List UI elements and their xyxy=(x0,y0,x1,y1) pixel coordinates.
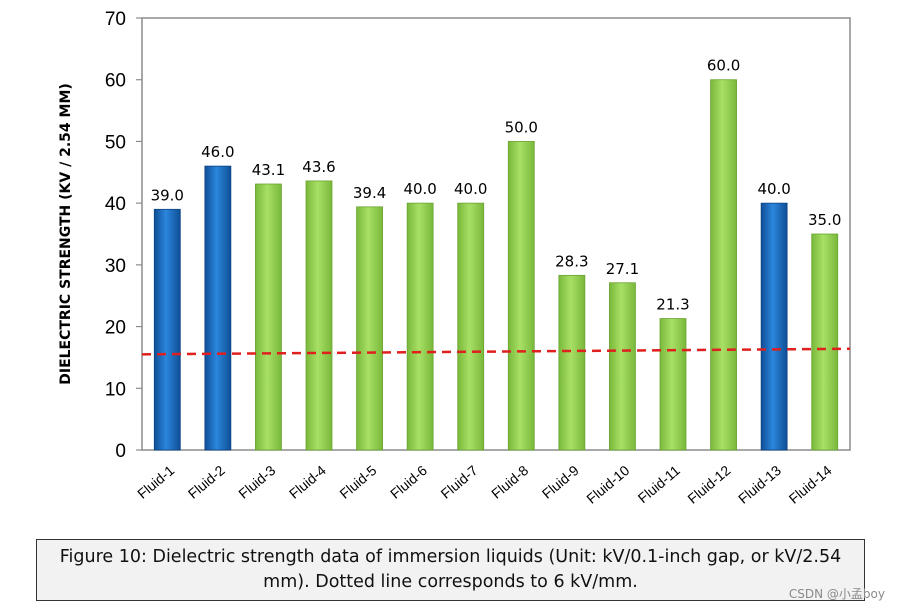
y-tick-label: 20 xyxy=(105,318,126,339)
watermark: CSDN @小孟boy xyxy=(788,587,885,601)
x-tick-label: Fluid-7 xyxy=(438,462,481,502)
bar-fluid-14 xyxy=(811,233,839,451)
x-tick-label: Fluid-2 xyxy=(185,462,228,502)
data-label: 43.6 xyxy=(302,158,335,176)
bar-fluid-6 xyxy=(406,202,434,451)
data-label: 40.0 xyxy=(403,180,436,198)
caption-line-1: Figure 10: Dielectric strength data of i… xyxy=(59,547,842,567)
bar-fluid-12 xyxy=(710,79,737,451)
data-label: 50.0 xyxy=(505,118,538,136)
data-label: 21.3 xyxy=(656,296,689,314)
x-tick-label: Fluid-3 xyxy=(235,462,278,502)
x-tick-label: Fluid-9 xyxy=(539,462,582,502)
bar-fluid-13 xyxy=(760,202,788,451)
bar-fluid-3 xyxy=(255,183,282,451)
bar-fluid-7 xyxy=(457,202,485,451)
data-label: 40.0 xyxy=(454,180,487,198)
y-tick-label: 0 xyxy=(115,441,126,462)
x-tick-label: Fluid-11 xyxy=(635,462,683,506)
y-tick-label: 40 xyxy=(105,194,126,215)
x-tick-label: Fluid-1 xyxy=(134,462,177,502)
data-label: 39.0 xyxy=(151,186,184,204)
bar-fluid-11 xyxy=(659,318,687,451)
bar-chart: 0 10 20 30 40 50 60 70 39.0 46.0 43.1 43.6 39.4 40.0… xyxy=(58,9,851,507)
caption-line-2: mm). Dotted line corresponds to 6 kV/mm. xyxy=(263,572,638,592)
data-label: 39.4 xyxy=(353,184,386,202)
x-tick-label: Fluid-12 xyxy=(684,462,733,507)
plot-area xyxy=(141,17,851,451)
figure-caption: Figure 10: Dielectric strength data of i… xyxy=(36,539,865,601)
bar-fluid-8 xyxy=(507,141,535,451)
bar-fluid-5 xyxy=(356,206,383,451)
data-label: 40.0 xyxy=(757,180,790,198)
x-tick-label: Fluid-10 xyxy=(583,462,632,507)
x-tick-label: Fluid-4 xyxy=(286,462,329,502)
x-tick-label: Fluid-13 xyxy=(735,462,784,507)
data-label: 27.1 xyxy=(606,260,639,278)
bars xyxy=(153,79,839,451)
data-label: 35.0 xyxy=(808,211,841,229)
data-label: 43.1 xyxy=(252,161,285,179)
reference-line xyxy=(141,347,851,356)
y-axis-ticks: 0 10 20 30 40 50 60 70 xyxy=(105,9,142,462)
y-tick-label: 30 xyxy=(105,256,126,277)
y-tick-label: 10 xyxy=(105,379,126,400)
bar-fluid-1 xyxy=(153,208,181,451)
data-label: 46.0 xyxy=(201,143,234,161)
x-tick-label: Fluid-14 xyxy=(786,462,835,507)
data-labels: 39.0 46.0 43.1 43.6 39.4 40.0 40.0 50.0 28.3 27.1… xyxy=(151,57,842,314)
x-tick-label: Fluid-5 xyxy=(336,462,379,502)
bar-fluid-9 xyxy=(558,274,586,451)
data-label: 28.3 xyxy=(555,252,588,270)
data-label: 60.0 xyxy=(707,57,740,75)
y-tick-label: 70 xyxy=(105,9,126,30)
bar-fluid-2 xyxy=(204,165,232,451)
x-axis-labels: Fluid-1 Fluid-2 Fluid-3 Fluid-4 Fluid-5 Fluid… xyxy=(134,462,835,507)
x-tick-label: Fluid-8 xyxy=(488,462,531,502)
y-tick-label: 50 xyxy=(105,132,126,153)
y-axis-title: DIELECTRIC STRENGTH (KV / 2.54 MM) xyxy=(58,83,74,385)
x-tick-label: Fluid-6 xyxy=(387,462,430,502)
bar-fluid-10 xyxy=(609,282,636,451)
y-tick-label: 60 xyxy=(105,71,126,92)
bar-fluid-4 xyxy=(305,180,333,451)
